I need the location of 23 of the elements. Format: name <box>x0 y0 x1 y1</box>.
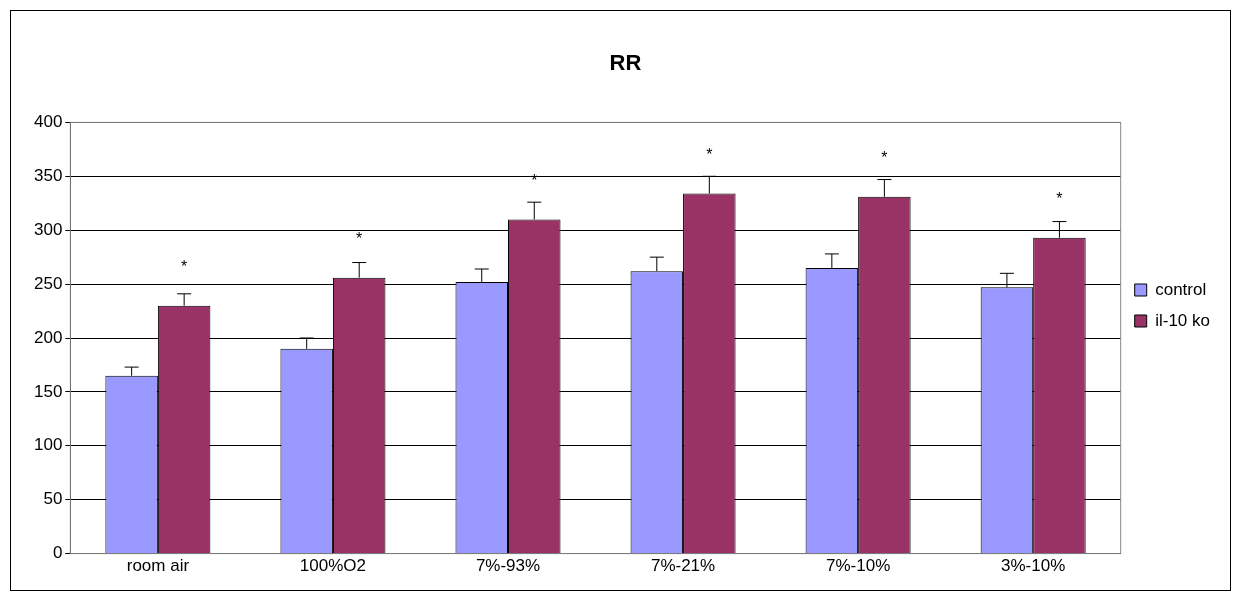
y-tick-label: 250 <box>33 273 63 293</box>
y-tick-label: 200 <box>33 327 63 347</box>
annotation: * <box>181 258 188 276</box>
annotation: * <box>881 149 888 167</box>
x-tick-label: 7%-93% <box>475 556 541 576</box>
x-tick-label: 7%-10% <box>825 556 891 576</box>
annotation: * <box>356 230 363 248</box>
chart-title: RR <box>609 50 642 76</box>
y-tick-label: 0 <box>52 543 63 563</box>
legend-label: control <box>1155 279 1207 299</box>
x-tick-label: room air <box>126 556 190 576</box>
y-tick-label: 300 <box>33 219 63 239</box>
y-tick-label: 150 <box>33 381 63 401</box>
annotation: * <box>706 145 713 163</box>
annotation: * <box>1056 190 1063 208</box>
y-tick-label: 100 <box>33 435 63 455</box>
y-tick-label: 400 <box>33 112 63 132</box>
y-tick-label: 50 <box>43 489 63 509</box>
x-tick-label: 3%-10% <box>1001 556 1066 576</box>
x-tick-label: 100%O2 <box>299 556 367 576</box>
legend-label: il-10 ko <box>1155 310 1211 330</box>
y-tick-label: 350 <box>33 165 63 185</box>
x-tick-label: 7%-21% <box>650 556 716 576</box>
